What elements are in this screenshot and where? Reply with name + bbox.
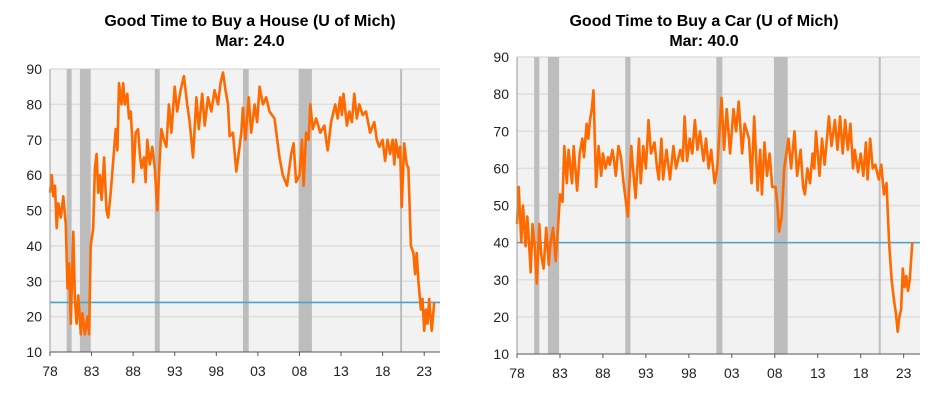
car-x-tick-label: 93 bbox=[638, 365, 654, 381]
car-chart: 10 20 30 40 50 60 70 80 90 78 83 88 93 98 03 08 13 18 23 bbox=[493, 49, 920, 381]
car-recession-bar bbox=[716, 57, 723, 354]
car-y-tick-label: 10 bbox=[493, 346, 509, 362]
car-y-tick-label: 60 bbox=[493, 160, 509, 176]
car-y-tick-label: 20 bbox=[493, 309, 509, 325]
house-recession-bar bbox=[66, 69, 72, 352]
house-x-tick-label: 03 bbox=[250, 363, 266, 379]
car-x-tick-label: 08 bbox=[767, 365, 783, 381]
car-y-tick-label: 90 bbox=[493, 49, 509, 65]
house-chart-title-text: Good Time to Buy a House (U of Mich) bbox=[104, 13, 396, 30]
house-y-tick-label: 50 bbox=[26, 203, 42, 219]
car-x-tick-label: 98 bbox=[681, 365, 697, 381]
house-x-tick-label: 83 bbox=[84, 363, 100, 379]
house-x-tick-label: 18 bbox=[375, 363, 391, 379]
car-chart-title-text: Good Time to Buy a Car (U of Mich) bbox=[569, 13, 839, 30]
house-y-tick-label: 40 bbox=[26, 238, 42, 254]
car-y-tick-label: 30 bbox=[493, 272, 509, 288]
house-y-tick-label: 10 bbox=[26, 344, 42, 360]
house-x-tick-label: 13 bbox=[333, 363, 349, 379]
car-recession-bar bbox=[534, 57, 540, 354]
house-x-tick-label: 98 bbox=[209, 363, 225, 379]
car-y-tick-label: 70 bbox=[493, 123, 509, 139]
car-x-tick-label: 13 bbox=[810, 365, 826, 381]
car-series-line bbox=[515, 89, 914, 334]
car-y-tick-label: 80 bbox=[493, 86, 509, 102]
car-recession-bar bbox=[547, 57, 560, 354]
car-y-tick-label: 50 bbox=[493, 198, 509, 214]
car-recession-bar bbox=[878, 57, 881, 354]
house-recession-bar bbox=[242, 69, 249, 352]
house-y-tick-label: 80 bbox=[26, 96, 42, 112]
car-x-tick-label: 03 bbox=[724, 365, 740, 381]
car-recession-bar bbox=[773, 57, 788, 354]
house-y-tick-label: 20 bbox=[26, 309, 42, 325]
house-y-tick-label: 30 bbox=[26, 273, 42, 289]
car-x-tick-label: 18 bbox=[853, 365, 869, 381]
house-x-tick-label: 23 bbox=[416, 363, 432, 379]
car-x-tick-label: 88 bbox=[595, 365, 611, 381]
car-x-tick-label: 23 bbox=[896, 365, 912, 381]
house-chart: 10 20 30 40 50 60 70 80 90 78 83 88 93 98 03 08 13 18 23 bbox=[26, 61, 440, 379]
house-chart-title: Good Time to Buy a House (U of Mich) Mar… bbox=[30, 12, 470, 52]
house-chart-subtitle: Mar: 24.0 bbox=[215, 33, 285, 50]
house-x-tick-label: 93 bbox=[167, 363, 183, 379]
car-chart-subtitle: Mar: 40.0 bbox=[669, 33, 739, 50]
car-x-tick-label: 83 bbox=[552, 365, 568, 381]
car-x-tick-label: 78 bbox=[509, 365, 525, 381]
house-x-tick-label: 78 bbox=[42, 363, 58, 379]
house-series-line bbox=[48, 71, 436, 336]
house-recession-bar bbox=[400, 69, 403, 352]
car-y-tick-label: 40 bbox=[493, 235, 509, 251]
house-y-tick-label: 70 bbox=[26, 132, 42, 148]
car-chart-title: Good Time to Buy a Car (U of Mich) Mar: … bbox=[484, 12, 924, 52]
house-x-tick-label: 08 bbox=[292, 363, 308, 379]
house-recession-bar bbox=[79, 69, 91, 352]
house-y-tick-label: 90 bbox=[26, 61, 42, 77]
house-y-tick-label: 60 bbox=[26, 167, 42, 183]
house-x-tick-label: 88 bbox=[125, 363, 141, 379]
